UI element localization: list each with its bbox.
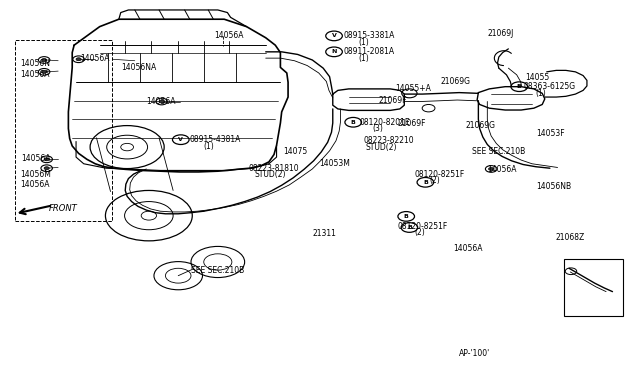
Circle shape (44, 158, 49, 161)
Text: 21069F: 21069F (398, 119, 426, 128)
Text: STUD(2): STUD(2) (366, 142, 397, 151)
Text: 21069J: 21069J (487, 29, 514, 38)
Text: 14053F: 14053F (536, 129, 564, 138)
Text: 08915-3381A: 08915-3381A (344, 31, 395, 41)
Text: SEE SEC.210B: SEE SEC.210B (191, 266, 244, 275)
Circle shape (42, 70, 47, 73)
Text: 14056A: 14056A (453, 244, 483, 253)
Text: 21069G: 21069G (466, 122, 495, 131)
Circle shape (44, 167, 49, 170)
Text: 14056A: 14056A (21, 154, 51, 163)
Circle shape (76, 58, 81, 61)
Text: 14056N: 14056N (20, 59, 50, 68)
Text: B: B (404, 214, 409, 219)
Text: 08363-6125G: 08363-6125G (523, 82, 575, 91)
Text: V: V (332, 33, 337, 38)
Text: 14056A: 14056A (20, 70, 49, 79)
Circle shape (42, 58, 47, 61)
Text: 08223-82210: 08223-82210 (364, 136, 414, 145)
Text: 08120-8251F: 08120-8251F (415, 170, 465, 179)
Circle shape (488, 167, 493, 170)
Text: (1): (1) (536, 89, 547, 98)
Text: 14056M: 14056M (20, 170, 51, 179)
Text: (1): (1) (204, 142, 214, 151)
Text: FRONT: FRONT (49, 205, 77, 214)
Text: 14055: 14055 (525, 73, 550, 82)
Text: 21311: 21311 (312, 229, 336, 238)
Text: 08911-2081A: 08911-2081A (344, 47, 395, 56)
Text: 14075: 14075 (283, 147, 307, 156)
Text: 21069G: 21069G (440, 77, 470, 86)
Text: B: B (407, 225, 412, 230)
Text: 08120-8201E: 08120-8201E (360, 118, 410, 127)
Text: (2): (2) (415, 228, 425, 237)
Text: N: N (332, 49, 337, 54)
Text: 08120-8251F: 08120-8251F (398, 221, 448, 231)
Bar (564, 259, 623, 317)
Text: 08915-4381A: 08915-4381A (189, 135, 241, 144)
Text: 14053M: 14053M (319, 158, 349, 167)
Text: (1): (1) (358, 54, 369, 63)
Text: 14056A: 14056A (20, 180, 49, 189)
Text: 14056NB: 14056NB (536, 182, 571, 191)
Text: V: V (179, 137, 183, 142)
Text: 08223-81810: 08223-81810 (248, 164, 299, 173)
Text: 14056A: 14056A (214, 31, 244, 41)
Text: (2): (2) (430, 176, 440, 185)
Text: (1): (1) (358, 38, 369, 47)
Circle shape (159, 100, 164, 103)
Text: 14056A: 14056A (81, 54, 110, 63)
Text: 14056A: 14056A (147, 97, 176, 106)
Text: B: B (517, 84, 522, 89)
Text: B: B (423, 180, 428, 185)
Text: AP-'100': AP-'100' (460, 349, 490, 358)
Text: STUD(2): STUD(2) (255, 170, 286, 179)
Text: 21068Z: 21068Z (555, 232, 584, 242)
Text: B: B (351, 120, 356, 125)
Text: 14055+A: 14055+A (396, 84, 431, 93)
Text: SEE SEC.210B: SEE SEC.210B (472, 147, 525, 156)
Text: 14056A: 14056A (487, 165, 517, 174)
Text: 14056NA: 14056NA (121, 63, 156, 72)
Text: (3): (3) (372, 124, 383, 133)
Text: 21069F: 21069F (379, 96, 407, 105)
